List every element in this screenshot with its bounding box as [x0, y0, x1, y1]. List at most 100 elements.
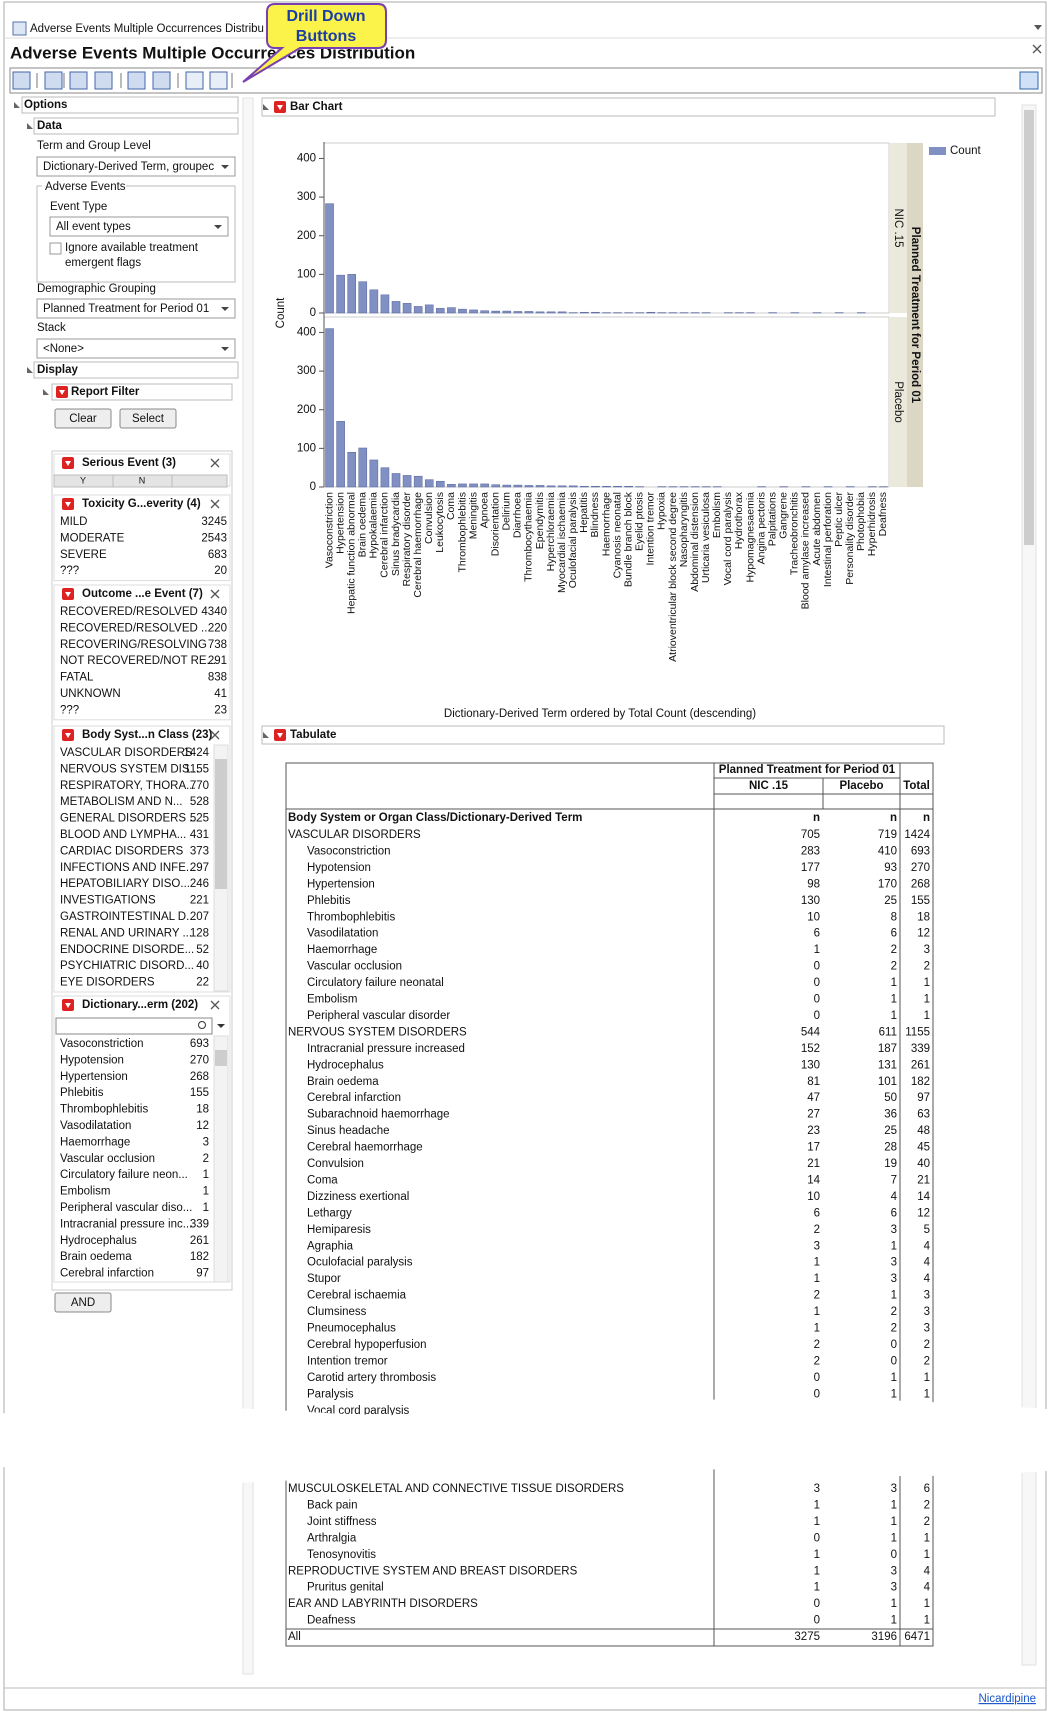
scroll-thumb[interactable]	[1024, 110, 1034, 545]
cell-value: 17	[807, 1142, 820, 1154]
cell-value: 705	[801, 829, 820, 841]
field-label: Demographic Grouping	[37, 283, 156, 295]
filter-item-count: 838	[208, 672, 227, 684]
x-tick-label: Cerebral infarction	[379, 492, 391, 578]
filter-item-label[interactable]: ENDOCRINE DISORDE...	[60, 944, 194, 956]
toolbar-button[interactable]	[69, 71, 88, 90]
bar	[436, 480, 445, 488]
filter-item-label[interactable]: INFECTIONS AND INFE...	[60, 862, 195, 874]
button[interactable]	[119, 408, 177, 429]
filter-item-label[interactable]: FATAL	[60, 672, 94, 684]
close-icon[interactable]	[210, 458, 220, 468]
bar	[436, 308, 445, 314]
filter-item-label[interactable]: PSYCHIATRIC DISORD...	[60, 960, 194, 972]
filter-item-count: 525	[190, 813, 209, 825]
filter-item-label[interactable]: RECOVERED/RESOLVED ...	[60, 622, 211, 634]
toolbar-button[interactable]	[44, 71, 63, 90]
filter-item-label[interactable]: VASCULAR DISORDERS	[60, 747, 193, 759]
column-group-header: Planned Treatment for Period 01	[719, 764, 896, 776]
dropdown[interactable]	[36, 156, 236, 177]
bar	[391, 301, 401, 314]
button[interactable]	[54, 1292, 112, 1313]
x-tick-label: Hyperchloraemia	[545, 492, 557, 572]
filter-item-label[interactable]: Thrombophlebitis	[60, 1104, 148, 1116]
row-label: Agraphia	[307, 1240, 354, 1252]
filter-item-label[interactable]: Cerebral infarction	[60, 1268, 154, 1280]
disclosure-icon	[263, 104, 269, 110]
filter-item-label[interactable]: Haemorrhage	[60, 1136, 130, 1148]
cell-value: 1	[891, 1532, 897, 1544]
filter-item-count: 128	[190, 927, 209, 939]
filter-item-label[interactable]: METABOLISM AND N...	[60, 796, 182, 808]
toolbar-button[interactable]	[12, 71, 31, 90]
filter-item-label[interactable]: SEVERE	[60, 549, 107, 561]
cell-value: 3	[891, 1224, 897, 1236]
filter-item-label[interactable]: EYE DISORDERS	[60, 977, 155, 989]
dropdown[interactable]	[49, 216, 229, 237]
filter-item-label[interactable]: GENERAL DISORDERS ...	[60, 813, 199, 825]
filter-item-label[interactable]: ???	[60, 565, 79, 577]
search-box[interactable]	[55, 1017, 213, 1035]
filter-item-label[interactable]: Brain oedema	[60, 1251, 132, 1263]
button[interactable]	[54, 408, 112, 429]
filter-item-count: 261	[190, 1235, 209, 1247]
checkbox[interactable]	[49, 242, 62, 255]
x-tick-label: Meningitis	[467, 492, 479, 539]
scroll-thumb[interactable]	[215, 1050, 227, 1066]
close-icon[interactable]	[210, 589, 220, 599]
button-label: AND	[71, 1297, 95, 1309]
toolbar-button[interactable]	[185, 71, 204, 90]
close-icon[interactable]	[210, 730, 220, 740]
filter-item-count: 683	[208, 549, 227, 561]
cell-value: 3196	[871, 1631, 897, 1643]
filter-item-label[interactable]: UNKNOWN	[60, 688, 121, 700]
filter-item-label[interactable]: Vasoconstriction	[60, 1038, 144, 1050]
help-button[interactable]	[1019, 71, 1039, 90]
cell-value: 268	[911, 878, 930, 890]
filter-item-label[interactable]: CARDIAC DISORDERS	[60, 845, 184, 857]
toolbar-button[interactable]	[209, 71, 228, 90]
filter-item-label[interactable]: RECOVERING/RESOLVING	[60, 639, 207, 651]
close-icon[interactable]	[1032, 44, 1042, 54]
x-tick-label: Hyperhidrosis	[866, 492, 878, 556]
filter-item-label[interactable]: Circulatory failure neon...	[60, 1169, 188, 1181]
scroll-thumb[interactable]	[215, 759, 227, 889]
row-label: Dizziness exertional	[307, 1191, 409, 1203]
dropdown[interactable]	[36, 298, 236, 319]
section-header: Bar Chart	[290, 101, 343, 113]
filter-item-label[interactable]: Vasodilatation	[60, 1120, 131, 1132]
filter-item-label[interactable]: Hypotension	[60, 1054, 124, 1066]
row-label: EAR AND LABYRINTH DISORDERS	[288, 1598, 478, 1610]
filter-item-label[interactable]: NOT RECOVERED/NOT RE...	[60, 655, 216, 667]
column-header: Total	[903, 780, 930, 792]
filter-item-label[interactable]: ???	[60, 704, 79, 716]
filter-item-label[interactable]: Embolism	[60, 1186, 110, 1198]
bar	[613, 485, 622, 488]
filter-item-label[interactable]: Intracranial pressure inc...	[60, 1218, 192, 1230]
column-header: Placebo	[839, 780, 883, 792]
filter-item-label[interactable]: NERVOUS SYSTEM DIS...	[60, 763, 199, 775]
toolbar-button[interactable]	[127, 71, 146, 90]
outline-header	[33, 117, 239, 135]
bar	[480, 310, 489, 314]
close-icon[interactable]	[210, 1000, 220, 1010]
filter-item-label[interactable]: Peripheral vascular diso...	[60, 1202, 192, 1214]
filter-item-label[interactable]: INVESTIGATIONS	[60, 895, 156, 907]
filter-item-label[interactable]: Phlebitis	[60, 1087, 104, 1099]
filter-item-label[interactable]: RESPIRATORY, THORA...	[60, 780, 196, 792]
toolbar-button[interactable]	[152, 71, 171, 90]
filter-item-label[interactable]: GASTROINTESTINAL D...	[60, 911, 196, 923]
filter-item-label[interactable]: RECOVERED/RESOLVED	[60, 606, 198, 618]
dropdown[interactable]	[36, 338, 236, 359]
toolbar-button[interactable]	[94, 71, 113, 90]
filter-item-label[interactable]: RENAL AND URINARY ...	[60, 927, 192, 939]
filter-item-label[interactable]: Hydrocephalus	[60, 1235, 137, 1247]
filter-item-label[interactable]: Vascular occlusion	[60, 1153, 155, 1165]
filter-item-label[interactable]: MILD	[60, 516, 87, 528]
filter-item-label[interactable]: HEPATOBILIARY DISO...	[60, 878, 190, 890]
status-link[interactable]: Nicardipine	[978, 1693, 1036, 1705]
close-icon[interactable]	[210, 499, 220, 509]
filter-item-label[interactable]: MODERATE	[60, 532, 125, 544]
filter-item-label[interactable]: BLOOD AND LYMPHA...	[60, 829, 186, 841]
filter-item-label[interactable]: Hypertension	[60, 1071, 128, 1083]
